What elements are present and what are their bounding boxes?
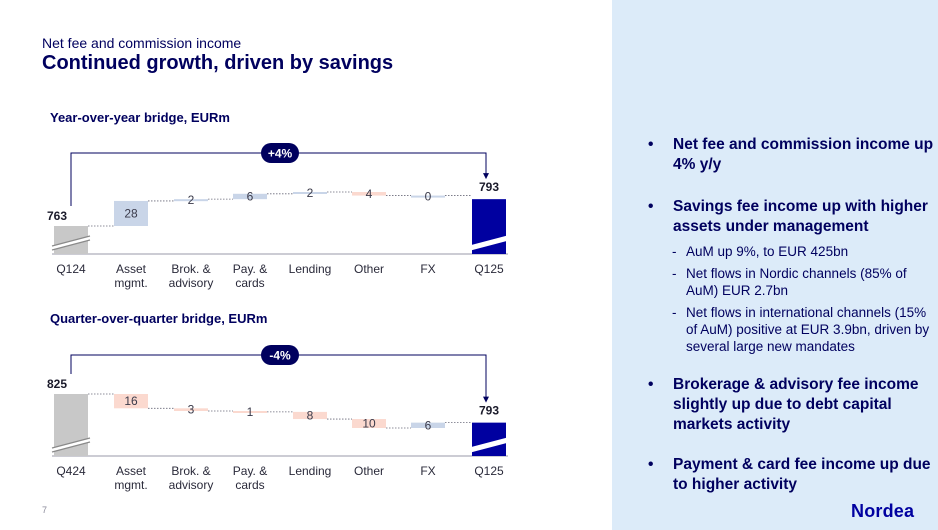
change-badge bbox=[261, 143, 299, 163]
sub-bullet-text: Net flows in international channels (15%… bbox=[686, 305, 930, 354]
data-label: 16 bbox=[124, 394, 138, 408]
sidebar-panel bbox=[612, 0, 938, 530]
change-label: -4% bbox=[269, 349, 291, 363]
bar-delta-1 bbox=[114, 200, 148, 226]
category-label: Q424 bbox=[56, 464, 86, 478]
bullet-text: Payment & card fee income up due to high… bbox=[673, 456, 931, 493]
bar-delta-3 bbox=[233, 193, 267, 200]
data-label-end: 793 bbox=[479, 180, 499, 194]
category-label: advisory bbox=[169, 478, 214, 492]
bullet-text: Savings fee income up with higher assets… bbox=[673, 198, 928, 235]
category-label: Lending bbox=[289, 464, 332, 478]
bullet-2: • Savings fee income up with higher asset… bbox=[640, 197, 935, 237]
category-label: Asset bbox=[116, 262, 147, 276]
sub-bullet-text: AuM up 9%, to EUR 425bn bbox=[686, 244, 849, 259]
bullet-text: Brokerage & advisory fee income slightly… bbox=[673, 376, 919, 433]
chart-title-qoq: Quarter-over-quarter bridge, EURm bbox=[50, 311, 268, 326]
bullet-text: Net fee and commission income up 4% y/y bbox=[673, 136, 934, 173]
nordea-logo: Nordea bbox=[851, 501, 915, 521]
axis-break-line bbox=[51, 437, 91, 449]
category-label: Asset bbox=[116, 464, 147, 478]
axis-break-line bbox=[469, 235, 509, 247]
axis-break-line bbox=[51, 441, 91, 453]
axis-break-end bbox=[470, 438, 508, 452]
category-label: advisory bbox=[169, 276, 214, 290]
category-label: cards bbox=[235, 478, 264, 492]
category-label: Pay. & bbox=[233, 464, 267, 478]
data-label: 6 bbox=[247, 189, 254, 203]
category-label: mgmt. bbox=[114, 276, 147, 290]
data-label: 3 bbox=[188, 403, 195, 417]
arrow-head-icon bbox=[483, 396, 489, 403]
bullet-1: • Net fee and commission income up 4% y/y bbox=[640, 135, 935, 175]
key-points-list: • Net fee and commission income up 4% y/y… bbox=[640, 135, 935, 495]
axis-break-line bbox=[469, 441, 509, 453]
change-label: +4% bbox=[268, 147, 293, 161]
page-number: 7 bbox=[42, 505, 48, 515]
sub-bullet-marker: - bbox=[672, 305, 677, 320]
category-label: FX bbox=[420, 464, 435, 478]
axis-break-end bbox=[470, 236, 508, 250]
bar-delta-6 bbox=[411, 195, 445, 198]
data-label: 0 bbox=[425, 190, 432, 204]
bar-delta-4 bbox=[293, 192, 327, 194]
chart-title-yoy: Year-over-year bridge, EURm bbox=[50, 110, 230, 125]
sub-bullet-2: - Net flows in Nordic channels (85% of Au… bbox=[640, 265, 935, 299]
category-label: FX bbox=[420, 262, 435, 276]
axis-break-start bbox=[52, 236, 90, 250]
data-label: 10 bbox=[362, 417, 376, 431]
bullet-marker: • bbox=[648, 456, 654, 473]
data-label-start: 825 bbox=[47, 377, 67, 391]
category-label: Lending bbox=[289, 262, 332, 276]
sub-bullet-text: Net flows in Nordic channels (85% of AuM… bbox=[686, 266, 907, 298]
arrow-head-icon bbox=[483, 173, 489, 180]
bar-delta-5 bbox=[352, 192, 386, 196]
category-label: Q125 bbox=[474, 262, 504, 276]
bar-delta-2 bbox=[174, 408, 208, 411]
sub-bullet-1: - AuM up 9%, to EUR 425bn bbox=[640, 243, 935, 260]
axis-break-start bbox=[52, 438, 90, 452]
bullet-marker: • bbox=[648, 136, 654, 153]
data-label-end: 793 bbox=[479, 404, 499, 418]
data-label: 28 bbox=[124, 206, 138, 220]
category-label: Brok. & bbox=[171, 262, 210, 276]
axis-break-line bbox=[51, 235, 91, 247]
category-label: Pay. & bbox=[233, 262, 267, 276]
sub-bullet-marker: - bbox=[672, 266, 677, 281]
section-subtitle: Net fee and commission income bbox=[42, 35, 242, 51]
category-label: Other bbox=[354, 262, 384, 276]
data-label: 2 bbox=[307, 186, 314, 200]
sub-bullet-marker: - bbox=[672, 244, 677, 259]
category-label: mgmt. bbox=[114, 478, 147, 492]
data-label: 4 bbox=[366, 187, 373, 201]
data-label: 8 bbox=[307, 408, 314, 422]
bar-delta-4 bbox=[293, 411, 327, 420]
bullet-marker: • bbox=[648, 376, 654, 393]
category-label: Q125 bbox=[474, 464, 504, 478]
bullet-3: • Brokerage & advisory fee income slightl… bbox=[640, 375, 935, 435]
bullet-marker: • bbox=[648, 198, 654, 215]
axis-break-line bbox=[51, 239, 91, 251]
bar-delta-6 bbox=[411, 422, 445, 428]
page-title: Continued growth, driven by savings bbox=[42, 52, 394, 74]
sub-bullet-3: - Net flows in international channels (15… bbox=[640, 304, 935, 355]
data-label-start: 763 bbox=[47, 209, 67, 223]
data-label: 2 bbox=[188, 193, 195, 207]
category-label: Brok. & bbox=[171, 464, 210, 478]
bar-delta-5 bbox=[352, 419, 386, 428]
bar-delta-3 bbox=[233, 411, 267, 413]
data-label: 6 bbox=[425, 418, 432, 432]
category-label: Q124 bbox=[56, 262, 86, 276]
axis-break-line bbox=[469, 437, 509, 449]
data-label: 1 bbox=[247, 405, 254, 419]
category-label: cards bbox=[235, 276, 264, 290]
change-badge bbox=[261, 345, 299, 365]
axis-break-line bbox=[469, 239, 509, 251]
bullet-4: • Payment & card fee income up due to hig… bbox=[640, 455, 935, 495]
bar-delta-1 bbox=[114, 394, 148, 409]
bar-delta-2 bbox=[174, 199, 208, 202]
category-label: Other bbox=[354, 464, 384, 478]
